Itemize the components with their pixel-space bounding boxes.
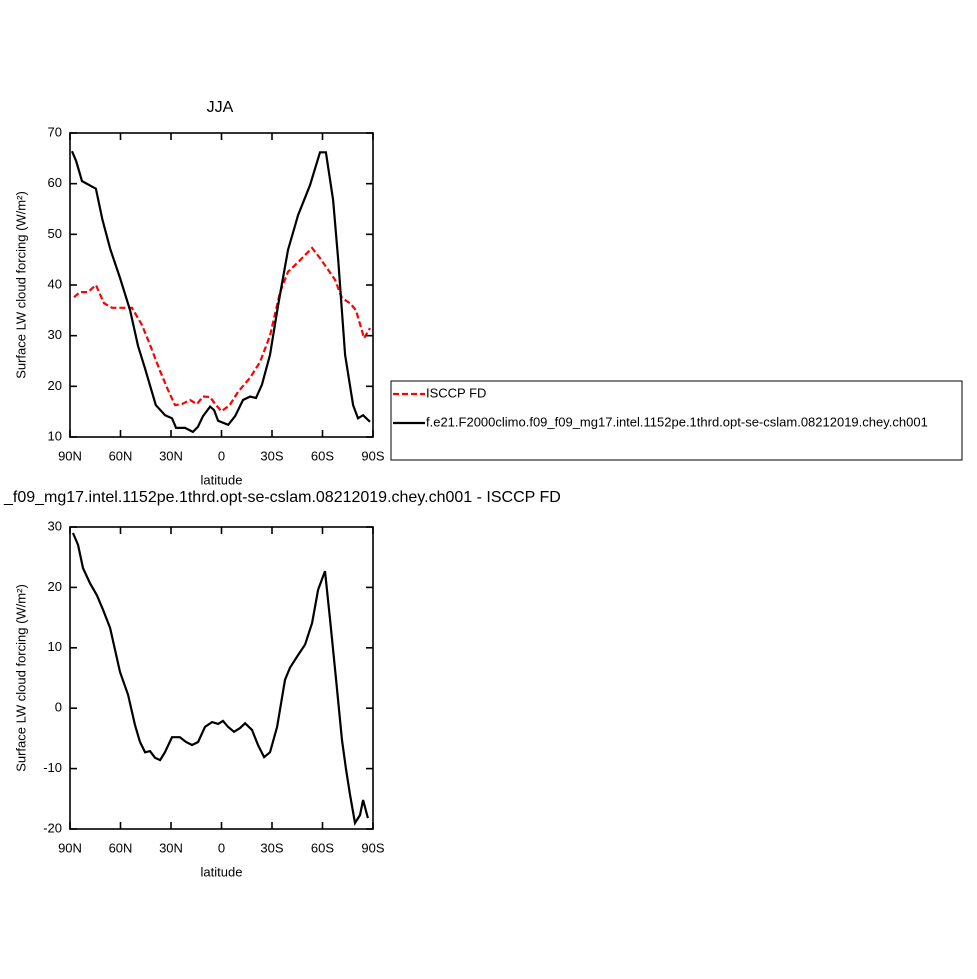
- legend-label: f.e21.F2000climo.f09_f09_mg17.intel.1152…: [426, 414, 928, 429]
- legend-box: [390, 380, 963, 461]
- x-tick-label: 30N: [159, 448, 183, 463]
- legend-label: ISCCP FD: [426, 385, 486, 400]
- plot-frame: [69, 132, 374, 438]
- legend: ISCCP FD f.e21.F2000climo.f09_f09_mg17.in…: [390, 380, 963, 461]
- y-tick-label: 40: [48, 276, 62, 291]
- x-tick-label: 60N: [109, 840, 133, 855]
- y-tick-label: 20: [48, 579, 62, 594]
- chart-title: JJA: [207, 99, 234, 116]
- plot-frame: [69, 526, 374, 830]
- y-tick-label: -10: [43, 760, 62, 775]
- y-tick-label: -20: [43, 820, 62, 835]
- y-tick-label: 30: [48, 327, 62, 342]
- y-tick-label: 30: [48, 518, 62, 533]
- x-axis-label: latitude: [201, 864, 243, 879]
- x-tick-label: 30N: [159, 840, 183, 855]
- y-tick-label: 20: [48, 378, 62, 393]
- x-tick-label: 0: [218, 840, 225, 855]
- data-line: [71, 532, 369, 826]
- x-axis-label: latitude: [201, 472, 243, 487]
- x-tick-label: 0: [218, 448, 225, 463]
- y-axis-label: Surface LW cloud forcing (W/m²): [13, 584, 28, 772]
- x-tick-label: 60N: [109, 448, 133, 463]
- x-tick-label: 60S: [311, 448, 334, 463]
- y-tick-label: 0: [55, 700, 62, 715]
- y-tick-label: 60: [48, 175, 62, 190]
- x-tick-label: 60S: [311, 840, 334, 855]
- y-tick-label: 50: [48, 226, 62, 241]
- x-tick-label: 90N: [58, 840, 82, 855]
- x-tick-label: 90S: [361, 840, 384, 855]
- x-tick-label: 90N: [58, 448, 82, 463]
- y-tick-label: 70: [48, 124, 62, 139]
- x-tick-label: 30S: [260, 448, 283, 463]
- x-tick-label: 30S: [260, 840, 283, 855]
- data-line: [70, 150, 371, 434]
- y-axis-label: Surface LW cloud forcing (W/m²): [13, 191, 28, 379]
- y-tick-label: 10: [48, 428, 62, 443]
- y-tick-label: 10: [48, 639, 62, 654]
- x-tick-label: 90S: [361, 448, 384, 463]
- chart-title: _f09_mg17.intel.1152pe.1thrd.opt-se-csla…: [3, 489, 561, 506]
- data-line: [73, 246, 371, 413]
